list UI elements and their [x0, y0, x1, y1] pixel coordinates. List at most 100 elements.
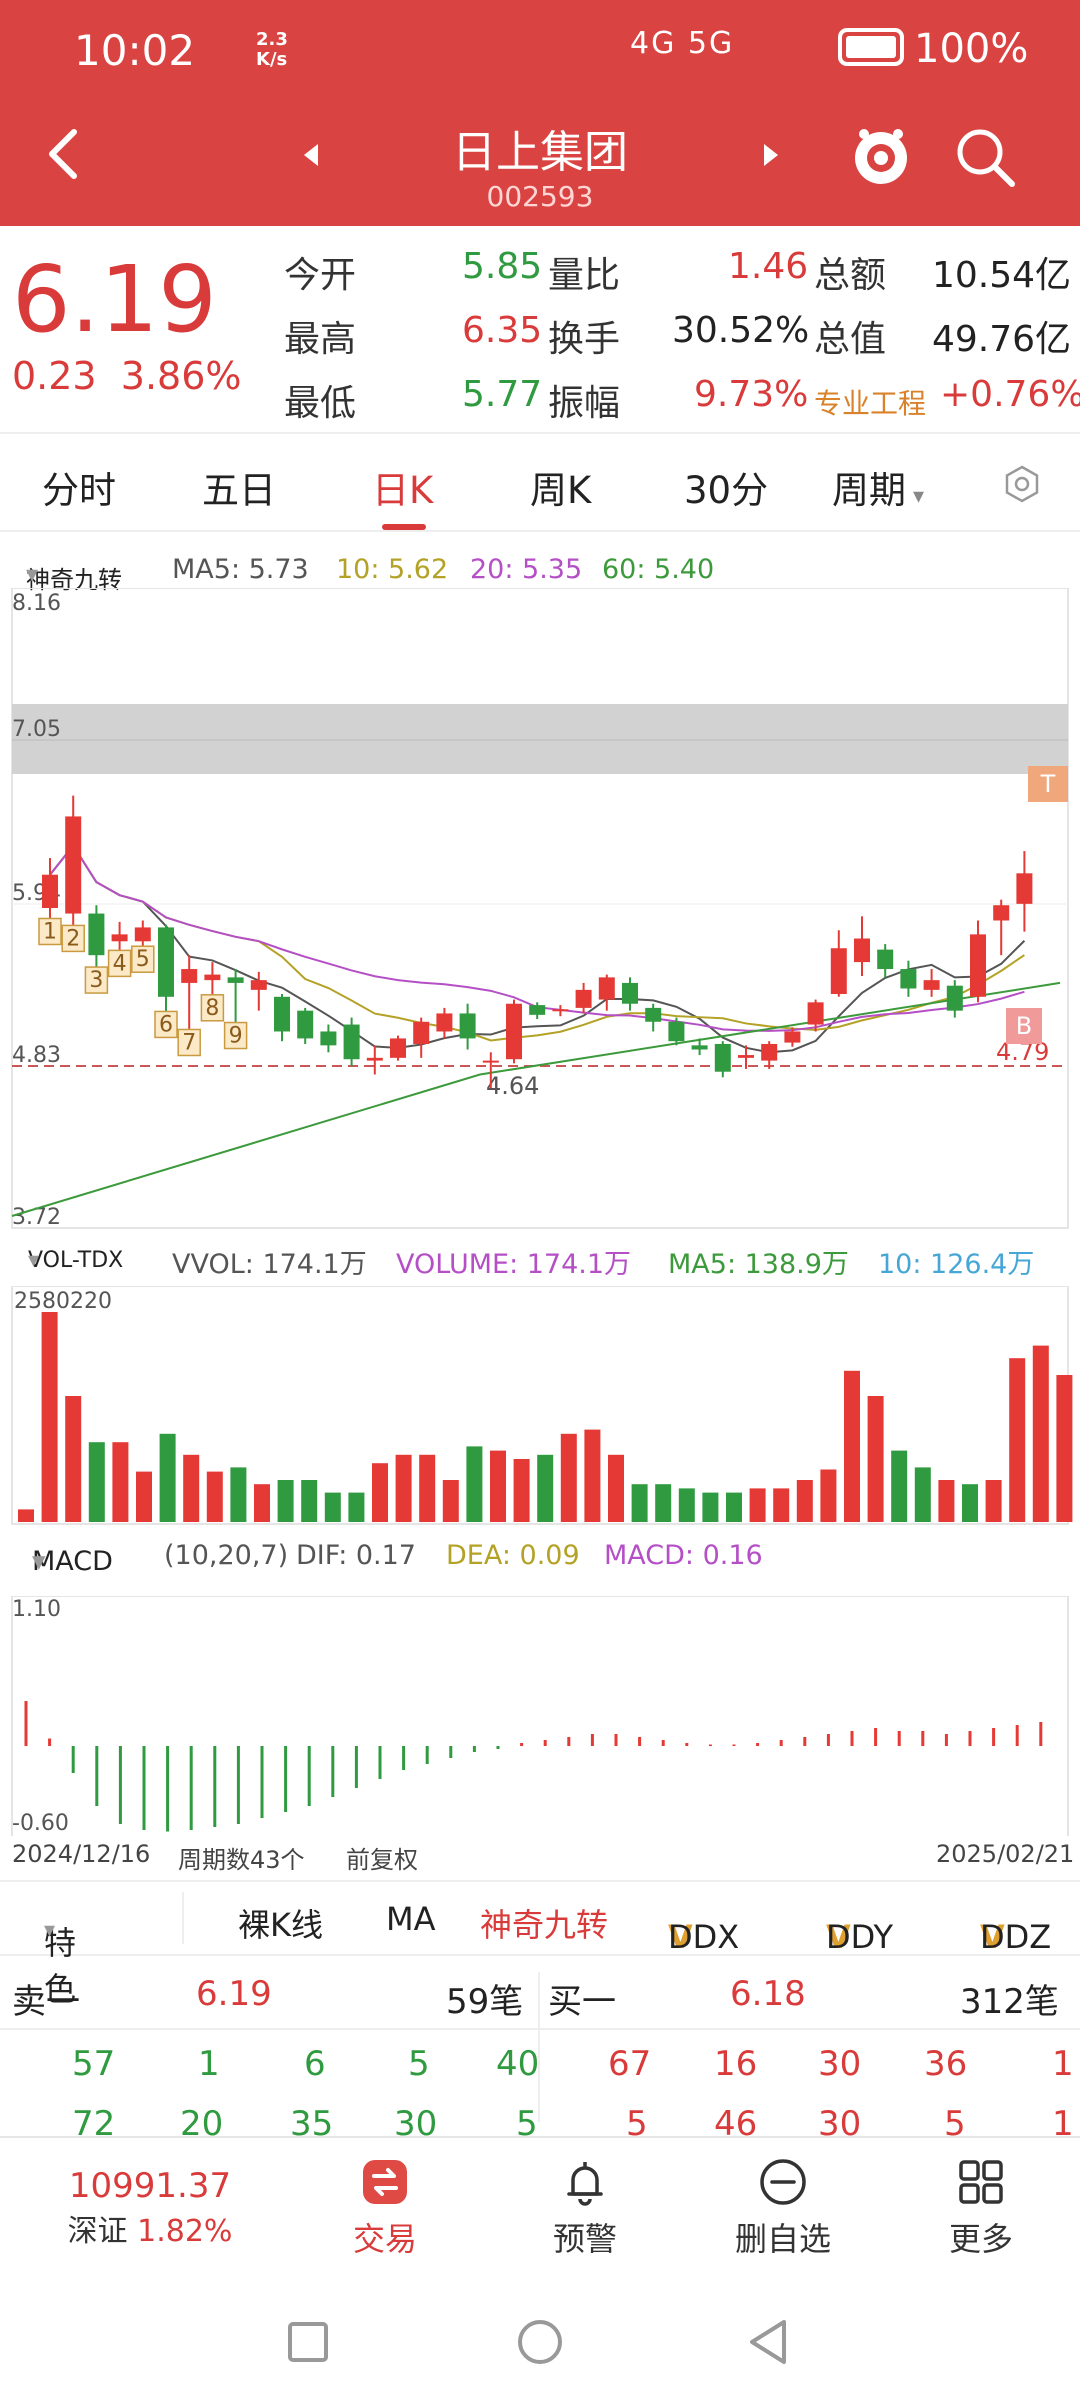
low-price-mark: 4.64	[486, 1072, 539, 1100]
assistant-mascot-icon[interactable]	[846, 122, 916, 192]
volume-bar	[419, 1454, 436, 1522]
period-count: 周期数43个	[178, 1846, 305, 1874]
next-stock-icon[interactable]	[756, 140, 786, 170]
sell-one-label: 卖一	[12, 1982, 80, 2022]
feature-ma[interactable]: MA	[386, 1900, 436, 1938]
candle-body	[854, 938, 870, 963]
candle-body	[343, 1024, 360, 1060]
chevron-down-icon: ▾	[906, 484, 925, 509]
battery-icon	[838, 28, 904, 66]
candle-body	[181, 969, 198, 983]
field-label: 最高	[284, 319, 357, 360]
field-value: 9.73%	[694, 374, 809, 415]
candle-body	[134, 927, 151, 942]
volume-bar	[466, 1446, 483, 1522]
volume-bar	[490, 1450, 506, 1522]
marker-b-badge[interactable]	[1006, 1008, 1042, 1044]
clock: 10:02	[74, 26, 196, 75]
search-icon[interactable]	[952, 124, 1018, 190]
tab-daily-k[interactable]: 日K	[372, 469, 434, 512]
sell-detail: 6	[304, 2044, 326, 2084]
tab-period[interactable]: 周期 ▾	[832, 460, 924, 514]
volume-bar	[324, 1492, 341, 1522]
home-icon[interactable]	[516, 2318, 564, 2366]
more-label: 更多	[948, 2220, 1013, 2258]
macd-indicator-row: MACD ▾ (10,20,7) DIF: 0.17 DEA: 0.09 MAC…	[0, 1534, 1080, 1578]
feature-raw-k[interactable]: 裸K线	[238, 1906, 323, 1944]
candle-body	[42, 874, 58, 908]
change-percent: 3.86%	[120, 354, 242, 398]
kline-frame	[11, 588, 1069, 1229]
volume-bar	[230, 1467, 247, 1522]
more-button[interactable]: 更多	[896, 2156, 1066, 2260]
kline-chart[interactable]: 8.16 7.05 5.94 4.83 3.72 4.64 4.79 T B 1…	[0, 588, 1080, 1288]
sector-label[interactable]: 专业工程	[814, 387, 927, 420]
candle-body	[274, 996, 290, 1032]
prev-stock-icon[interactable]	[296, 140, 326, 170]
volume-bar	[513, 1459, 530, 1522]
recent-apps-icon[interactable]	[286, 2320, 330, 2364]
chart-settings-icon[interactable]	[1002, 464, 1042, 504]
tab-30min[interactable]: 30分	[684, 469, 769, 512]
buy-detail: 5	[626, 2104, 648, 2144]
candle-body	[227, 977, 244, 983]
candle-body	[297, 1010, 314, 1039]
volume-bar	[348, 1492, 365, 1522]
alert-button[interactable]: 预警	[500, 2156, 670, 2260]
volume-bar	[678, 1488, 695, 1522]
volume-bar	[442, 1480, 459, 1522]
marker-t-badge[interactable]	[1028, 766, 1068, 802]
back-nav-icon[interactable]	[746, 2318, 790, 2366]
adjust-mode[interactable]: 前复权	[346, 1846, 418, 1874]
volume-bar	[1032, 1345, 1049, 1522]
candle-body	[65, 816, 82, 914]
current-price: 6.19	[12, 246, 217, 353]
remove-watchlist-label: 删自选	[734, 2220, 831, 2258]
feature-label: 特色	[44, 1924, 77, 2008]
volume-bar	[726, 1492, 742, 1522]
candle-body	[506, 1003, 522, 1060]
trade-button[interactable]: 交易	[300, 2156, 470, 2260]
volume-bar	[820, 1469, 837, 1522]
candle-body	[158, 927, 174, 997]
grid-icon	[959, 2160, 1003, 2204]
nine-count-label: 9	[229, 1024, 243, 1049]
buy-one-price: 6.18	[730, 1974, 806, 2014]
buy-detail: 1	[1052, 2044, 1074, 2084]
candle-body	[900, 969, 917, 989]
divider	[0, 2028, 1080, 2030]
bottom-toolbar: 10991.37 深证 1.82% 交易 预警 删自选 更多	[0, 2136, 1080, 2276]
candle-body	[413, 1021, 430, 1044]
sell-detail: 40	[496, 2044, 540, 2084]
feature-ddy-label: DDY	[826, 1918, 894, 1956]
remove-watchlist-button[interactable]: 删自选	[698, 2156, 868, 2260]
back-icon[interactable]	[36, 124, 96, 184]
volume-max-label: 2580220	[14, 1289, 112, 1314]
feature-nine-turn[interactable]: 神奇九转	[480, 1906, 609, 1944]
quote-row-1: 今开 5.85 量比 1.46 总额 10.54亿	[0, 238, 1080, 298]
macd-chart[interactable]: 1.10 -0.60	[0, 1596, 1080, 1836]
volume-bar	[702, 1492, 719, 1522]
sell-one-price: 6.19	[196, 1974, 272, 2014]
volume-indicator-row: VOL-TDX ▾ VVOL: 174.1万 VOLUME: 174.1万 MA…	[0, 1236, 1080, 1280]
net-speed: 2.3 K/s	[256, 30, 288, 70]
ma-line	[49, 843, 1026, 1054]
sell-one-count: 59笔	[446, 1982, 524, 2022]
indicator-name: MACD	[32, 1546, 113, 1577]
dea-label: DEA: 0.09	[446, 1540, 580, 1571]
nine-count-label: 1	[43, 919, 57, 944]
volume-bar	[277, 1480, 294, 1522]
tab-weekly-k[interactable]: 周K	[530, 469, 592, 512]
volume-bar	[1009, 1358, 1026, 1522]
index-quote[interactable]: 10991.37 深证 1.82%	[60, 2166, 240, 2250]
tab-five-day[interactable]: 五日	[202, 469, 276, 512]
field-value: 49.76亿	[932, 319, 1072, 360]
alert-label: 预警	[552, 2220, 617, 2258]
indicator-name: VOL-TDX	[28, 1248, 124, 1273]
volume-chart[interactable]: 2580220	[0, 1286, 1080, 1526]
nine-count-label: 8	[205, 996, 219, 1021]
tab-intraday[interactable]: 分时	[42, 469, 116, 512]
field-value: 5.85	[462, 246, 543, 287]
ma5-label: MA5: 5.73	[172, 554, 309, 585]
axis-label: 7.05	[12, 717, 61, 742]
